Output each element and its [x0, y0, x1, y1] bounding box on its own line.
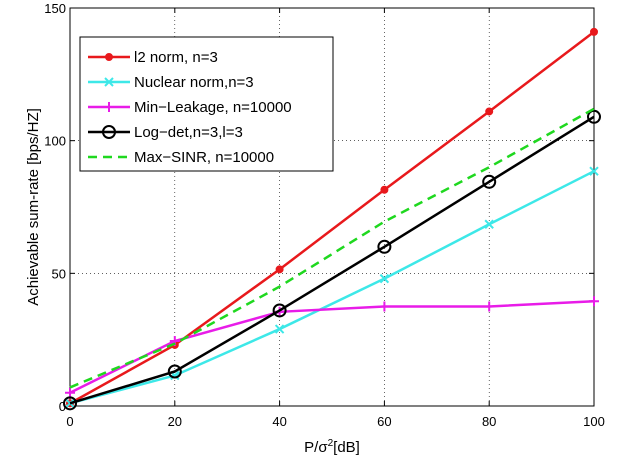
data-point [377, 239, 392, 254]
legend-label: Min−Leakage, n=10000 [134, 99, 292, 116]
data-point [485, 107, 494, 116]
legend-item-4: Log−det,n=3,l=3 [88, 124, 243, 141]
y-axis-label: Achievable sum-rate [bps/HZ] [25, 108, 42, 306]
series-2 [65, 166, 599, 409]
data-point [590, 27, 598, 36]
data-point [63, 396, 77, 411]
legend-item-1: l2 norm, n=3 [88, 49, 218, 66]
data-point [484, 301, 495, 312]
data-point [65, 387, 75, 398]
data-point [275, 265, 284, 274]
x-tick-label: 100 [583, 414, 605, 429]
data-point [379, 273, 390, 284]
data-point [272, 303, 287, 318]
x-tick-label: 60 [377, 414, 391, 429]
legend-marker [102, 125, 116, 139]
legend-marker [104, 102, 114, 112]
series-5 [69, 107, 595, 389]
legend-label: l2 norm, n=3 [134, 49, 218, 66]
legend-label: Max−SINR, n=10000 [134, 149, 274, 166]
data-point [167, 364, 182, 379]
x-tick-label: 20 [168, 414, 182, 429]
y-tick-label: 0 [59, 399, 66, 414]
legend-item-5: Max−SINR, n=10000 [88, 149, 274, 166]
data-point [274, 324, 285, 334]
legend-item-3: Min−Leakage, n=10000 [88, 99, 292, 116]
data-point [484, 219, 494, 229]
data-point [482, 174, 497, 189]
series-line [69, 170, 595, 405]
legend-marker [105, 53, 113, 61]
legend-box [79, 36, 334, 172]
data-point [589, 296, 599, 307]
data-point [380, 185, 389, 194]
x-axis-label: P/σ2[dB] [304, 438, 360, 456]
x-tick-label: 0 [66, 414, 73, 429]
x-tick-label: 40 [272, 414, 286, 429]
legend-marker [104, 77, 114, 87]
data-point [589, 166, 599, 176]
y-tick-label: 150 [44, 1, 66, 16]
y-tick-label: 50 [52, 266, 66, 281]
data-point [65, 398, 75, 409]
plot-frame [69, 7, 595, 407]
series-4 [63, 109, 601, 411]
legend: l2 norm, n=3 Nuclear norm,n=3 Min−Leakage,… [79, 36, 334, 172]
legend-item-2: Nuclear norm,n=3 [88, 74, 254, 91]
legend-label: Log−det,n=3,l=3 [134, 124, 243, 141]
y-tick-label: 100 [44, 134, 66, 149]
series-line [69, 30, 595, 405]
data-point [379, 301, 390, 312]
legend-label: Nuclear norm,n=3 [134, 74, 254, 91]
grid-lines [70, 8, 594, 406]
series-line [69, 115, 595, 405]
data-point [587, 109, 601, 124]
series-lines [63, 27, 601, 411]
x-tick-label: 80 [482, 414, 496, 429]
series-line [69, 107, 595, 389]
